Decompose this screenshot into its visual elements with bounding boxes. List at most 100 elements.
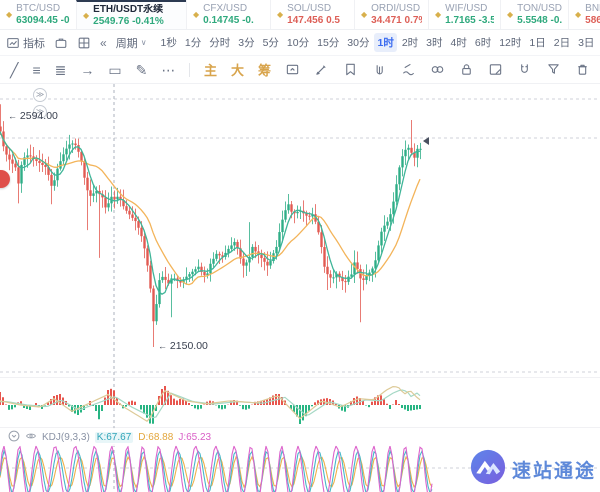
eye-icon[interactable] [25,430,37,445]
notification-badge[interactable] [0,170,10,188]
timeframe-分时[interactable]: 分时 [209,37,231,49]
pair-tab-ordi-usd[interactable]: ◆ ORDI/USD 34.471 0.7% [354,0,428,29]
drawing-toolbar: ╱ ≡ ≣ → ▭ ✎ ⋯ 主大筹 [0,56,600,84]
pair-symbol: TON/USD [517,3,562,14]
timeframe-30分[interactable]: 30分 [347,37,370,49]
pair-tab-eth-usdt-[interactable]: ◆ ETH/USDT永续 2549.76 -0.41% [76,0,186,29]
pair-price: 1.7165 -3.5 [445,14,494,26]
coin-icon: ◆ [507,10,514,19]
trend-line-tool-icon[interactable]: ╱ [10,61,19,78]
arrow-tool-icon[interactable]: → [80,61,95,78]
rewind-icon[interactable]: « [100,35,107,50]
annotate-box-icon[interactable] [285,62,300,77]
chart-scroll-right-button[interactable]: ≫ [33,88,47,102]
pair-symbol: SOL/USD [287,3,332,14]
paperclip-icon[interactable] [372,62,387,77]
last-price-marker [423,137,429,145]
filter-funnel-icon[interactable] [546,62,561,77]
timeframe-1秒[interactable]: 1秒 [160,37,177,49]
pair-price: 63094.45 -0. [16,14,70,26]
coin-icon: ◆ [193,10,200,19]
kdj-j-value: J:65.23 [178,431,212,443]
site-watermark: 速站通途 [470,449,596,490]
strategy-bag-icon[interactable] [54,36,68,50]
period-label: 周期 [115,37,138,50]
watermark-text: 速站通途 [511,461,596,482]
bookmark-tag-icon[interactable] [343,62,358,77]
timeframe-3日[interactable]: 3日 [578,37,595,49]
timeframe-5分[interactable]: 5分 [262,37,279,49]
text-tool-大[interactable]: 大 [230,63,244,78]
chevron-down-icon: ∨ [140,38,147,47]
pair-symbol: CFX/USD [203,3,248,14]
pairs-tab-bar: ◆ BTC/USD 63094.45 -0. ◆ ETH/USDT永续 2549.76 -… [0,0,600,30]
pair-symbol: ETH/USDT永续 [93,4,164,15]
timeframe-2日[interactable]: 2日 [553,37,571,49]
layout-grid-icon[interactable] [77,36,91,50]
pair-tab-wif-usd[interactable]: ◆ WIF/USD 1.7165 -3.5 [428,0,500,29]
coin-icon: ◆ [6,10,13,19]
text-tool-主[interactable]: 主 [203,63,217,78]
timeframe-1时[interactable]: 1时 [374,33,397,52]
watermark-logo-icon [470,449,506,490]
indicator-toolbar: 指标 « 周期 ∨ 1秒 1分 分时 3分 5分 10分 15分 30分 1时 2时 3时 4时 6时 1… [0,30,600,56]
kdj-k-value: K:67.67 [94,431,134,443]
more-tools-icon[interactable]: ⋯ [161,61,176,78]
low-price-label: ← 2150.00 [158,340,208,352]
timeframe-10分[interactable]: 10分 [286,37,310,49]
trash-icon[interactable] [575,62,590,77]
chain-links-icon[interactable] [430,62,445,77]
left-arrow-icon: ← [158,341,167,351]
timeframe-15分[interactable]: 15分 [317,37,340,49]
pair-symbol: WIF/USD [445,3,488,14]
pair-tab-cfx-usd[interactable]: ◆ CFX/USD 0.14745 -0. [186,0,270,29]
timeframe-2时[interactable]: 2时 [401,37,419,49]
indicators-button[interactable]: 指标 [6,35,45,51]
coin-icon: ◆ [277,10,284,19]
coin-icon: ◆ [575,10,582,19]
pair-price: 5.5548 -0.5 [517,14,562,26]
pencil-tool-icon[interactable]: ✎ [135,61,148,78]
timeframe-12时[interactable]: 12时 [499,37,522,49]
coin-icon: ◆ [83,11,90,20]
timeframe-4时[interactable]: 4时 [450,37,467,49]
toolbar-divider [189,62,190,77]
coin-icon: ◆ [435,10,442,19]
left-arrow-icon: ← [8,111,17,121]
timeframe-3分[interactable]: 3分 [238,37,255,49]
lock-icon[interactable] [459,62,474,77]
timeframe-6时[interactable]: 6时 [474,37,492,49]
parallel-lines-tool-icon[interactable]: ≣ [54,61,67,78]
brush-icon[interactable] [314,62,329,77]
form-edit-icon[interactable] [488,62,503,77]
pair-tab-bnb[interactable]: ◆BNB586.37 [568,0,600,29]
collapse-icon[interactable] [8,430,20,445]
pair-symbol: BNB [585,3,600,14]
kdj-d-value: D:68.88 [138,431,174,443]
indicators-label: 指标 [23,37,45,50]
timeframe-list: 1秒 1分 分时 3分 5分 10分 15分 30分 1时 2时 3时 4时 6时 12时 1日 2日 3日 [158,33,598,52]
pair-symbol: BTC/USD [16,3,61,14]
pair-price: 586.37 [585,14,600,26]
kdj-indicator-row: KDJ(9,3,3) K:67.67 D:68.88 J:65.23 [0,428,600,446]
pair-tab-sol-usd[interactable]: ◆ SOL/USD 147.456 0.5 [270,0,354,29]
timeframe-1日[interactable]: 1日 [529,37,546,49]
rectangle-tool-icon[interactable]: ▭ [108,61,122,78]
chart-replay-button[interactable]: ≫ [33,105,47,119]
chart-area[interactable]: ≫ ≫ ← 2594.00 ← 2150.00 KDJ(9,3,3) K:67.… [0,84,600,492]
pair-tab-btc-usd[interactable]: ◆ BTC/USD 63094.45 -0. [0,0,76,29]
paperclip-wave-icon[interactable] [401,62,416,77]
period-dropdown[interactable]: 周期 ∨ [116,35,147,51]
timeframe-1分[interactable]: 1分 [184,37,202,49]
pair-price: 147.456 0.5 [287,14,340,26]
pair-price: 0.14745 -0. [203,14,254,26]
candlestick-chart[interactable] [0,84,600,492]
magnet-icon[interactable] [517,62,532,77]
kdj-params-label: KDJ(9,3,3) [42,431,90,443]
pair-price: 34.471 0.7% [371,14,422,26]
text-tool-筹[interactable]: 筹 [257,63,271,78]
timeframe-3时[interactable]: 3时 [426,37,443,49]
horizontal-line-tool-icon[interactable]: ≡ [32,61,41,78]
